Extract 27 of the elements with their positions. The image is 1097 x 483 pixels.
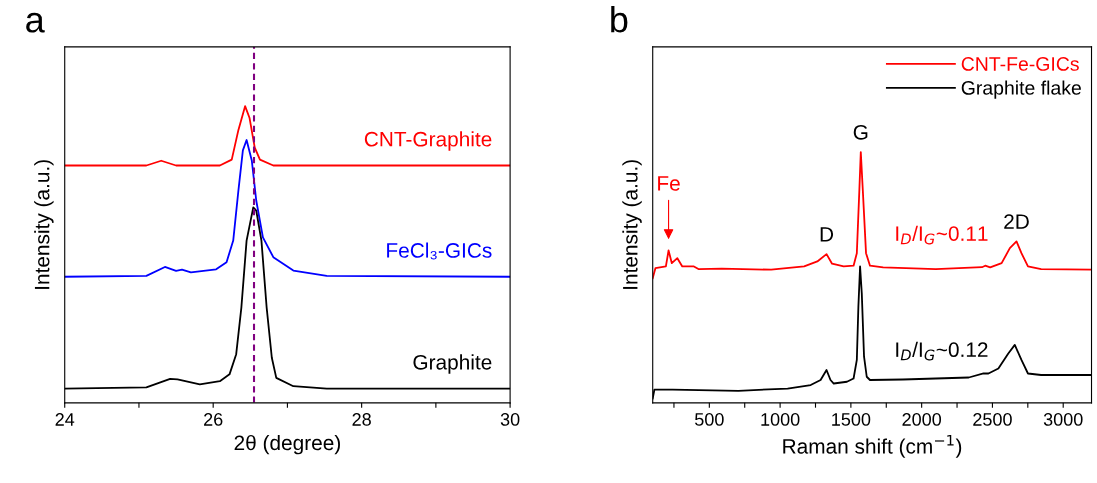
legend-label: CNT-Fe-GICs xyxy=(961,57,1079,71)
y-axis-title: Intensity (a.u.) xyxy=(622,160,642,289)
annotation: G xyxy=(853,124,868,140)
annotation: Fe xyxy=(658,176,680,191)
series-label: Graphite xyxy=(413,354,492,374)
annotation: I$_{D}$/I$_{G}$~0.11 xyxy=(896,225,988,245)
x-tick-label: 30 xyxy=(500,413,520,426)
x-tick-label: 500 xyxy=(695,413,724,426)
annotation: 2D xyxy=(1004,214,1029,229)
series-label: CNT-Graphite xyxy=(364,131,492,151)
x-tick-label: 1500 xyxy=(832,413,871,426)
y-axis-title: Intensity (a.u.) xyxy=(34,160,54,289)
x-axis-title: 2θ (degree) xyxy=(234,434,340,455)
x-tick-label: 2000 xyxy=(902,413,942,426)
chart-title: a xyxy=(26,12,45,33)
x-tick-label: 28 xyxy=(352,413,371,426)
x-tick-label: 2500 xyxy=(973,413,1012,426)
series-label: FeCl₃-GICs xyxy=(387,242,492,260)
annotation: I$_{D}$/I$_{G}$~0.12 xyxy=(896,341,988,361)
x-axis-title: Raman shift (cm$^{−1}$) xyxy=(783,434,962,458)
x-tick-label: 1000 xyxy=(761,413,800,426)
x-tick-label: 3000 xyxy=(1043,413,1083,426)
legend-label: Graphite flake xyxy=(961,80,1081,99)
x-tick-label: 26 xyxy=(204,413,223,426)
annotation: D xyxy=(820,227,834,242)
x-tick-label: 24 xyxy=(55,413,75,426)
chart-title: b xyxy=(611,6,628,33)
